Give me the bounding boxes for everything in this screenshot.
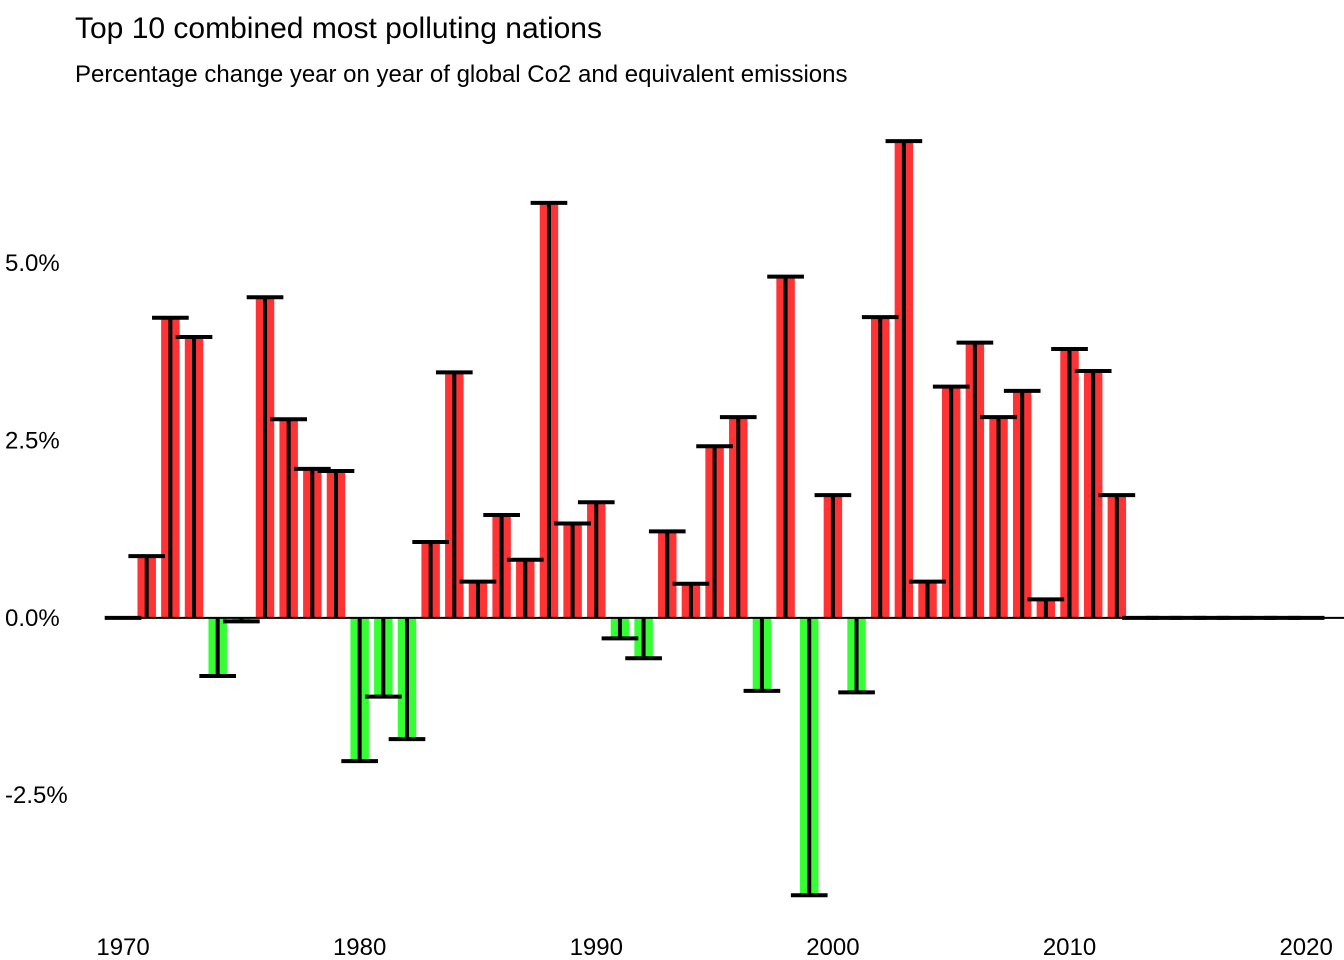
chart-subtitle: Percentage change year on year of global… (75, 61, 848, 88)
bars-layer (137, 141, 1127, 896)
x-axis: 1970 1980 1990 2000 2010 2020 (96, 934, 1332, 960)
x-tick-label: 2010 (1043, 934, 1096, 960)
chart-title: Top 10 combined most polluting nations (75, 12, 602, 45)
x-tick-label: 1970 (96, 934, 149, 960)
y-tick-label: 2.5% (5, 428, 60, 455)
y-tick-label: 5.0% (5, 250, 60, 277)
x-tick-label: 2000 (806, 934, 859, 960)
errorbar-layer (104, 139, 1325, 898)
y-tick-label: 0.0% (5, 605, 60, 632)
x-tick-label: 1980 (333, 934, 386, 960)
y-tick-label: -2.5% (5, 782, 68, 809)
y-axis: -2.5% 0.0% 2.5% 5.0% (5, 250, 68, 809)
x-tick-label: 2020 (1279, 934, 1332, 960)
x-tick-label: 1990 (570, 934, 623, 960)
